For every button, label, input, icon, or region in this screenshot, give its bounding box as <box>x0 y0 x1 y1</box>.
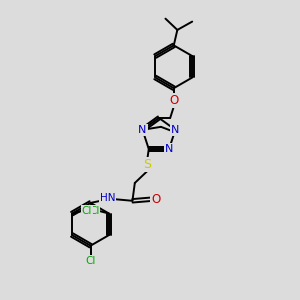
Text: O: O <box>169 94 178 107</box>
Text: Cl: Cl <box>82 206 92 216</box>
Text: Cl: Cl <box>85 256 96 266</box>
Text: O: O <box>151 193 160 206</box>
Text: HN: HN <box>100 193 116 203</box>
Text: Cl: Cl <box>89 206 99 216</box>
Text: S: S <box>143 158 151 171</box>
Text: N: N <box>171 125 179 135</box>
Text: N: N <box>165 144 173 154</box>
Text: N: N <box>138 125 147 135</box>
